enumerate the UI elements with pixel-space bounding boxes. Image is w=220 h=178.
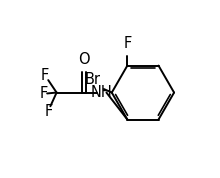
Text: F: F <box>39 86 47 101</box>
Text: F: F <box>41 68 49 83</box>
Text: O: O <box>78 52 90 67</box>
Text: F: F <box>44 104 53 119</box>
Text: F: F <box>123 36 132 51</box>
Text: NH: NH <box>91 85 113 100</box>
Text: Br: Br <box>85 72 101 87</box>
